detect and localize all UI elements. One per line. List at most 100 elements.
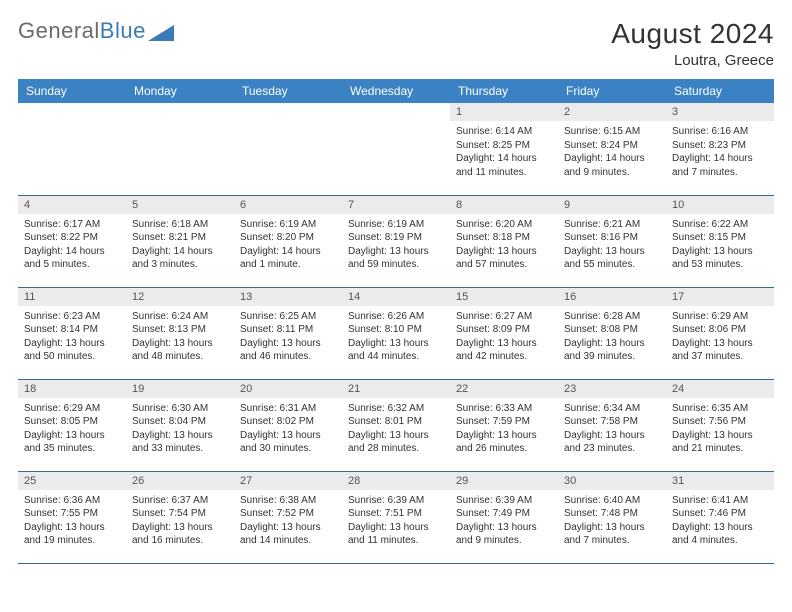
empty-cell xyxy=(234,103,342,195)
daylight-line: Daylight: 13 hours and 21 minutes. xyxy=(672,429,768,456)
day-cell: 10Sunrise: 6:22 AMSunset: 8:15 PMDayligh… xyxy=(666,195,774,287)
day-details: Sunrise: 6:29 AMSunset: 8:05 PMDaylight:… xyxy=(18,398,126,462)
sunrise-line: Sunrise: 6:34 AM xyxy=(564,402,660,416)
day-cell: 2Sunrise: 6:15 AMSunset: 8:24 PMDaylight… xyxy=(558,103,666,195)
day-details: Sunrise: 6:30 AMSunset: 8:04 PMDaylight:… xyxy=(126,398,234,462)
day-details: Sunrise: 6:33 AMSunset: 7:59 PMDaylight:… xyxy=(450,398,558,462)
empty-cell xyxy=(126,103,234,195)
day-details: Sunrise: 6:35 AMSunset: 7:56 PMDaylight:… xyxy=(666,398,774,462)
day-cell: 5Sunrise: 6:18 AMSunset: 8:21 PMDaylight… xyxy=(126,195,234,287)
daylight-line: Daylight: 13 hours and 26 minutes. xyxy=(456,429,552,456)
sunrise-line: Sunrise: 6:28 AM xyxy=(564,310,660,324)
sunset-line: Sunset: 7:54 PM xyxy=(132,507,228,521)
day-cell: 30Sunrise: 6:40 AMSunset: 7:48 PMDayligh… xyxy=(558,471,666,563)
day-details: Sunrise: 6:18 AMSunset: 8:21 PMDaylight:… xyxy=(126,214,234,278)
weekday-header: Saturday xyxy=(666,79,774,103)
sunrise-line: Sunrise: 6:29 AM xyxy=(672,310,768,324)
day-cell: 23Sunrise: 6:34 AMSunset: 7:58 PMDayligh… xyxy=(558,379,666,471)
day-number: 7 xyxy=(342,196,450,214)
day-number: 14 xyxy=(342,288,450,306)
sunrise-line: Sunrise: 6:39 AM xyxy=(456,494,552,508)
calendar-body: 1Sunrise: 6:14 AMSunset: 8:25 PMDaylight… xyxy=(18,103,774,563)
day-number: 24 xyxy=(666,380,774,398)
day-details: Sunrise: 6:15 AMSunset: 8:24 PMDaylight:… xyxy=(558,121,666,185)
sunset-line: Sunset: 8:02 PM xyxy=(240,415,336,429)
day-cell: 11Sunrise: 6:23 AMSunset: 8:14 PMDayligh… xyxy=(18,287,126,379)
sunrise-line: Sunrise: 6:27 AM xyxy=(456,310,552,324)
sunset-line: Sunset: 8:06 PM xyxy=(672,323,768,337)
daylight-line: Daylight: 14 hours and 1 minute. xyxy=(240,245,336,272)
day-details: Sunrise: 6:19 AMSunset: 8:19 PMDaylight:… xyxy=(342,214,450,278)
sunrise-line: Sunrise: 6:38 AM xyxy=(240,494,336,508)
calendar-row: 11Sunrise: 6:23 AMSunset: 8:14 PMDayligh… xyxy=(18,287,774,379)
day-number: 22 xyxy=(450,380,558,398)
day-cell: 29Sunrise: 6:39 AMSunset: 7:49 PMDayligh… xyxy=(450,471,558,563)
daylight-line: Daylight: 14 hours and 9 minutes. xyxy=(564,152,660,179)
day-cell: 27Sunrise: 6:38 AMSunset: 7:52 PMDayligh… xyxy=(234,471,342,563)
day-details: Sunrise: 6:39 AMSunset: 7:49 PMDaylight:… xyxy=(450,490,558,554)
day-number: 16 xyxy=(558,288,666,306)
sunrise-line: Sunrise: 6:18 AM xyxy=(132,218,228,232)
day-details: Sunrise: 6:31 AMSunset: 8:02 PMDaylight:… xyxy=(234,398,342,462)
day-cell: 1Sunrise: 6:14 AMSunset: 8:25 PMDaylight… xyxy=(450,103,558,195)
day-details: Sunrise: 6:41 AMSunset: 7:46 PMDaylight:… xyxy=(666,490,774,554)
sunrise-line: Sunrise: 6:26 AM xyxy=(348,310,444,324)
day-cell: 7Sunrise: 6:19 AMSunset: 8:19 PMDaylight… xyxy=(342,195,450,287)
sunset-line: Sunset: 8:11 PM xyxy=(240,323,336,337)
calendar-row: 4Sunrise: 6:17 AMSunset: 8:22 PMDaylight… xyxy=(18,195,774,287)
day-cell: 21Sunrise: 6:32 AMSunset: 8:01 PMDayligh… xyxy=(342,379,450,471)
daylight-line: Daylight: 13 hours and 55 minutes. xyxy=(564,245,660,272)
day-cell: 16Sunrise: 6:28 AMSunset: 8:08 PMDayligh… xyxy=(558,287,666,379)
daylight-line: Daylight: 14 hours and 3 minutes. xyxy=(132,245,228,272)
day-details: Sunrise: 6:34 AMSunset: 7:58 PMDaylight:… xyxy=(558,398,666,462)
day-cell: 12Sunrise: 6:24 AMSunset: 8:13 PMDayligh… xyxy=(126,287,234,379)
weekday-header: Sunday xyxy=(18,79,126,103)
sunrise-line: Sunrise: 6:41 AM xyxy=(672,494,768,508)
logo-text-blue: Blue xyxy=(100,18,146,44)
daylight-line: Daylight: 13 hours and 30 minutes. xyxy=(240,429,336,456)
day-number: 31 xyxy=(666,472,774,490)
sunset-line: Sunset: 8:05 PM xyxy=(24,415,120,429)
calendar-table: SundayMondayTuesdayWednesdayThursdayFrid… xyxy=(18,79,774,564)
sunset-line: Sunset: 7:51 PM xyxy=(348,507,444,521)
day-cell: 13Sunrise: 6:25 AMSunset: 8:11 PMDayligh… xyxy=(234,287,342,379)
sunrise-line: Sunrise: 6:19 AM xyxy=(348,218,444,232)
daylight-line: Daylight: 13 hours and 16 minutes. xyxy=(132,521,228,548)
calendar-page: GeneralBlue August 2024 Loutra, Greece S… xyxy=(0,0,792,564)
day-number: 3 xyxy=(666,103,774,121)
day-number: 25 xyxy=(18,472,126,490)
daylight-line: Daylight: 13 hours and 33 minutes. xyxy=(132,429,228,456)
day-cell: 15Sunrise: 6:27 AMSunset: 8:09 PMDayligh… xyxy=(450,287,558,379)
day-details: Sunrise: 6:40 AMSunset: 7:48 PMDaylight:… xyxy=(558,490,666,554)
sunset-line: Sunset: 8:22 PM xyxy=(24,231,120,245)
day-details: Sunrise: 6:29 AMSunset: 8:06 PMDaylight:… xyxy=(666,306,774,370)
day-details: Sunrise: 6:26 AMSunset: 8:10 PMDaylight:… xyxy=(342,306,450,370)
day-cell: 31Sunrise: 6:41 AMSunset: 7:46 PMDayligh… xyxy=(666,471,774,563)
sunset-line: Sunset: 8:24 PM xyxy=(564,139,660,153)
sunset-line: Sunset: 8:09 PM xyxy=(456,323,552,337)
daylight-line: Daylight: 13 hours and 59 minutes. xyxy=(348,245,444,272)
daylight-line: Daylight: 14 hours and 11 minutes. xyxy=(456,152,552,179)
day-number: 20 xyxy=(234,380,342,398)
daylight-line: Daylight: 13 hours and 35 minutes. xyxy=(24,429,120,456)
sunrise-line: Sunrise: 6:15 AM xyxy=(564,125,660,139)
sunrise-line: Sunrise: 6:33 AM xyxy=(456,402,552,416)
daylight-line: Daylight: 13 hours and 53 minutes. xyxy=(672,245,768,272)
sunrise-line: Sunrise: 6:24 AM xyxy=(132,310,228,324)
daylight-line: Daylight: 13 hours and 4 minutes. xyxy=(672,521,768,548)
day-number: 19 xyxy=(126,380,234,398)
day-cell: 8Sunrise: 6:20 AMSunset: 8:18 PMDaylight… xyxy=(450,195,558,287)
daylight-line: Daylight: 13 hours and 57 minutes. xyxy=(456,245,552,272)
day-details: Sunrise: 6:23 AMSunset: 8:14 PMDaylight:… xyxy=(18,306,126,370)
day-number: 10 xyxy=(666,196,774,214)
day-details: Sunrise: 6:21 AMSunset: 8:16 PMDaylight:… xyxy=(558,214,666,278)
calendar-row: 1Sunrise: 6:14 AMSunset: 8:25 PMDaylight… xyxy=(18,103,774,195)
day-number: 30 xyxy=(558,472,666,490)
daylight-line: Daylight: 13 hours and 19 minutes. xyxy=(24,521,120,548)
sunrise-line: Sunrise: 6:23 AM xyxy=(24,310,120,324)
daylight-line: Daylight: 13 hours and 7 minutes. xyxy=(564,521,660,548)
day-details: Sunrise: 6:37 AMSunset: 7:54 PMDaylight:… xyxy=(126,490,234,554)
sunrise-line: Sunrise: 6:40 AM xyxy=(564,494,660,508)
day-cell: 3Sunrise: 6:16 AMSunset: 8:23 PMDaylight… xyxy=(666,103,774,195)
daylight-line: Daylight: 13 hours and 9 minutes. xyxy=(456,521,552,548)
